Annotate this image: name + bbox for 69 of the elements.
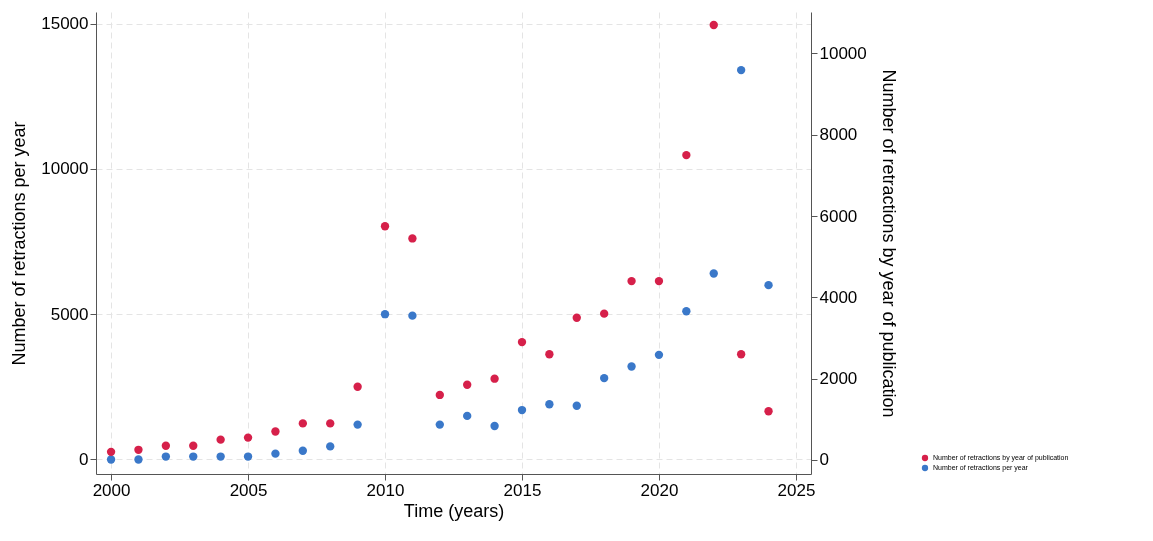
x-tick-label: 2000	[92, 480, 131, 500]
point	[408, 311, 417, 320]
y2-tick-label: 10000	[819, 43, 867, 63]
point	[271, 427, 280, 436]
y-tick-label: 0	[79, 449, 89, 469]
point	[298, 446, 308, 455]
point	[189, 441, 198, 450]
point	[490, 374, 499, 383]
point	[353, 382, 362, 391]
point	[599, 373, 609, 383]
point	[517, 337, 527, 347]
point	[545, 350, 554, 359]
point	[380, 222, 390, 231]
point	[572, 401, 581, 410]
point	[654, 350, 664, 360]
point	[243, 433, 253, 442]
point	[216, 435, 225, 444]
point	[189, 452, 198, 461]
point	[134, 455, 143, 464]
x-tick-label: 2005	[229, 480, 268, 500]
x-tick-label: 2025	[777, 480, 816, 500]
point	[161, 452, 171, 461]
point	[764, 407, 773, 416]
point	[106, 447, 116, 457]
point	[709, 269, 718, 278]
point	[682, 150, 691, 160]
x-tick-label: 2015	[503, 480, 542, 500]
point	[572, 313, 581, 322]
point	[736, 350, 746, 359]
point	[326, 419, 335, 428]
point	[654, 276, 664, 286]
y2-axis-title: Number of retractions by year of publication	[878, 69, 899, 418]
point	[435, 390, 444, 400]
y2-tick-label: 0	[819, 450, 829, 470]
y2-tick-label: 2000	[819, 369, 858, 389]
point	[736, 65, 746, 75]
point	[216, 452, 225, 461]
y-tick-label: 5000	[50, 304, 89, 324]
point	[106, 455, 116, 464]
x-tick-label: 2010	[366, 480, 405, 500]
y2-tick-label: 8000	[819, 125, 858, 145]
point	[326, 442, 335, 451]
x-axis-title: Time (years)	[403, 500, 505, 521]
point	[408, 234, 417, 243]
point	[627, 276, 636, 286]
y-tick-label: 10000	[41, 159, 89, 179]
point	[298, 419, 308, 428]
point	[599, 309, 609, 318]
point	[545, 400, 554, 409]
y2-tick-label: 4000	[819, 287, 858, 307]
point	[463, 380, 472, 389]
x-tick-label: 2020	[640, 480, 679, 500]
point	[435, 420, 444, 429]
y2-tick-label: 6000	[819, 206, 858, 226]
point	[161, 441, 171, 450]
point	[490, 421, 499, 431]
point	[380, 310, 390, 319]
point	[353, 420, 362, 429]
y-tick-label: 15000	[41, 14, 89, 34]
y-axis-title: Number of retractions per year	[9, 121, 30, 366]
point	[709, 20, 718, 30]
point	[517, 405, 527, 415]
point	[627, 362, 636, 371]
point	[463, 411, 472, 421]
point	[134, 445, 143, 454]
point	[764, 280, 773, 290]
point	[682, 307, 691, 316]
point	[271, 449, 280, 458]
point	[243, 452, 253, 461]
